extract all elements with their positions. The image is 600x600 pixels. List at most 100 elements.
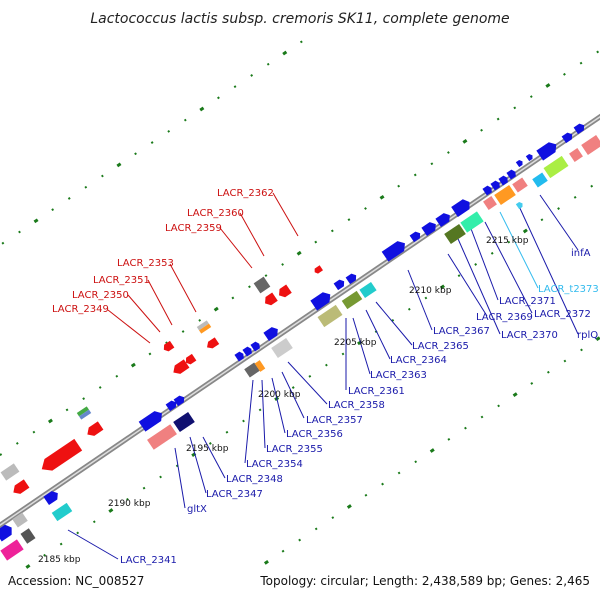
gene-feature <box>512 177 528 193</box>
ruler-dot <box>573 195 577 199</box>
ruler-dot <box>580 348 583 352</box>
ruler-dot <box>590 184 594 188</box>
gene-features <box>0 123 600 561</box>
gene-feature <box>20 528 36 544</box>
gene-feature <box>265 292 278 306</box>
gene-label: LACR_2348 <box>226 474 283 485</box>
ruler-dot <box>522 228 528 234</box>
gene-feature <box>435 213 450 228</box>
ruler-dot <box>480 128 483 132</box>
ruler-dot <box>82 397 86 401</box>
ruler-dot <box>126 497 129 501</box>
ruler-dot <box>325 363 328 367</box>
ruler-dot <box>314 527 318 531</box>
tick-labels: 2185 kbp 2190 kbp 2195 kbp 2200 kbp 2205… <box>38 236 529 565</box>
ruler-dot <box>496 117 500 121</box>
ruler-dot <box>530 382 534 385</box>
gene-feature <box>12 512 28 528</box>
ruler-dot <box>142 486 146 490</box>
ruler-dot <box>413 173 417 177</box>
gene-feature <box>314 265 323 274</box>
gene-feature <box>271 337 293 359</box>
gene-feature <box>253 276 271 294</box>
gene-label: LACR_2351 <box>93 275 150 286</box>
ruler-dot <box>150 141 154 144</box>
ruler-dot <box>397 471 401 475</box>
ruler-dot <box>115 374 119 378</box>
gene-feature <box>490 180 500 191</box>
ruler-dot <box>263 560 269 565</box>
ruler-dot <box>51 208 55 212</box>
gene-label: LACR_2361 <box>348 386 405 397</box>
gene-feature <box>543 155 569 179</box>
gene-feature <box>515 159 523 168</box>
gene-feature <box>483 196 497 210</box>
gene-feature <box>532 172 548 188</box>
gene-label: LACR_2360 <box>187 208 244 219</box>
gene-feature <box>573 123 585 135</box>
gene-feature <box>43 491 58 506</box>
ruler-dot <box>447 151 450 154</box>
gene-feature <box>147 424 177 450</box>
gene-label: LACR_2353 <box>117 258 174 269</box>
ruler-dot <box>250 74 254 77</box>
ruler-dot <box>464 426 467 430</box>
tick-label: 2200 kbp <box>258 390 301 400</box>
tick-label: 2205 kbp <box>334 338 377 348</box>
map-title: Lactococcus lactis subsp. cremoris SK11,… <box>90 11 509 27</box>
gene-feature <box>525 153 533 162</box>
ruler-dot <box>199 106 205 112</box>
ruler-dot <box>397 184 401 188</box>
ruler-dot <box>92 520 96 524</box>
gene-feature <box>482 185 492 196</box>
ruler-dot <box>181 330 185 333</box>
ruler-dot <box>248 285 251 289</box>
label-leader-lines <box>67 192 579 560</box>
ruler-dot <box>298 538 302 542</box>
gene-feature <box>359 281 377 299</box>
ruler-dot <box>595 336 600 342</box>
gene-label: LACR_2365 <box>412 341 469 352</box>
gene-feature <box>345 273 357 285</box>
ruler-dot <box>281 549 285 553</box>
tick-label: 2185 kbp <box>38 555 81 565</box>
ruler-dot <box>439 284 445 290</box>
ruler-dot <box>281 263 284 266</box>
ruler-dot <box>225 430 229 434</box>
gene-feature <box>0 524 12 542</box>
ruler-dot <box>25 564 31 569</box>
gene-feature <box>165 400 177 412</box>
gene-label: LACR_2359 <box>165 223 222 234</box>
gene-feature <box>51 502 73 522</box>
ruler-dot <box>291 386 295 389</box>
ruler-dot <box>208 442 212 445</box>
gene-feature <box>381 241 405 262</box>
gene-label: LACR_2354 <box>246 459 303 470</box>
gene-label: LACR_2370 <box>501 330 558 341</box>
ruler-dot <box>213 306 219 312</box>
ruler-dot <box>159 475 162 479</box>
ruler-dot <box>490 251 494 255</box>
gene-label: LACR_2356 <box>286 429 343 440</box>
ruler-dot <box>47 418 53 424</box>
gene-feature <box>569 148 583 162</box>
gene-feature <box>173 411 195 433</box>
gene-feature <box>279 284 292 298</box>
ruler-dot <box>130 362 136 368</box>
gene-feature <box>242 346 252 357</box>
ruler-dot <box>134 152 137 156</box>
gene-feature <box>581 134 600 156</box>
ruler-dot <box>299 40 303 44</box>
gene-label: LACR_2371 <box>499 296 556 307</box>
gene-feature <box>87 421 104 436</box>
ruler-dot <box>314 240 318 244</box>
ruler-dot <box>529 95 533 99</box>
ruler-dot <box>43 553 46 557</box>
gene-feature <box>163 340 175 352</box>
gene-label: LACR_2363 <box>370 370 427 381</box>
gene-feature <box>138 411 162 432</box>
gene-label: rplQ <box>577 330 598 341</box>
gene-label: infA <box>571 248 591 259</box>
ruler-dot <box>59 542 63 546</box>
ruler-dot <box>579 61 583 65</box>
